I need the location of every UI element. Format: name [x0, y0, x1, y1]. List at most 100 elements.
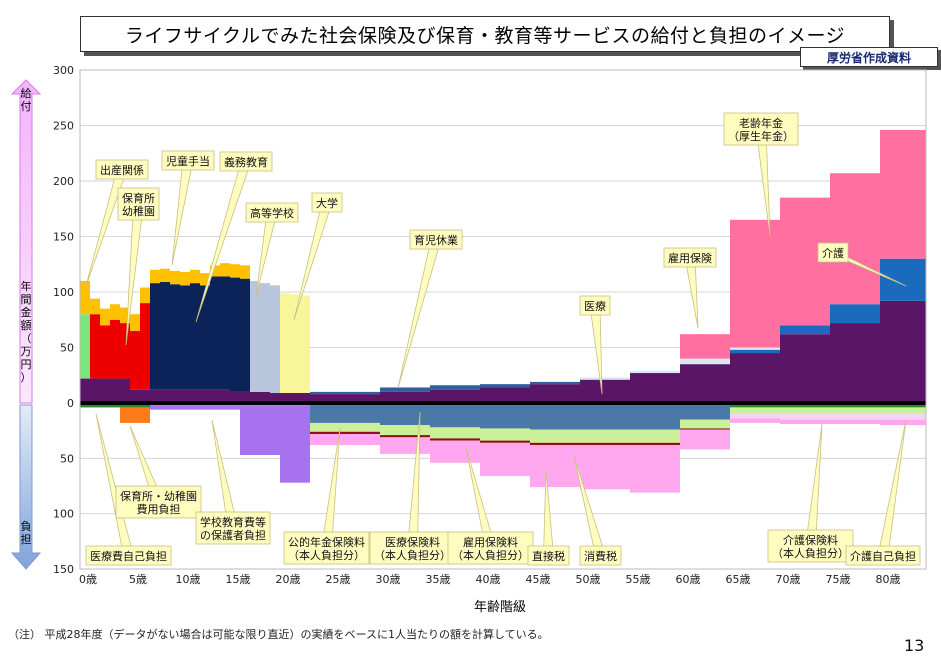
- callout-box: [447, 531, 534, 565]
- band-employment: [680, 358, 730, 365]
- bar-medical: [280, 393, 290, 403]
- burden-pension-premium: [430, 403, 480, 428]
- callout-label: （厚生年金）: [728, 129, 794, 143]
- callout-label: 介護自己負担: [850, 549, 916, 563]
- callout-pointer: [85, 169, 128, 287]
- callout-label: （本人負担分）: [374, 548, 451, 562]
- callout-box: [245, 202, 299, 223]
- benefit-arrow: [10, 79, 42, 404]
- burden-care-copay: [780, 403, 830, 408]
- bar-medical: [260, 391, 270, 403]
- burden-employment-premium: [430, 438, 480, 441]
- burden-direct-tax: [680, 429, 730, 450]
- callout-parental-leave: 育児休業: [397, 229, 463, 389]
- bar-child-allowance: [110, 304, 120, 320]
- callout-medical-premium: 医療保険料（本人負担分）: [369, 411, 456, 565]
- x-tick-label: 0歳: [79, 573, 97, 586]
- callout-box: [117, 187, 160, 221]
- burden-direct-tax: [780, 419, 830, 425]
- bar-child-allowance: [220, 263, 230, 277]
- bar-child-allowance: [120, 307, 130, 324]
- bar-child-allowance: [100, 308, 110, 326]
- x-tick-label: 70歳: [776, 573, 801, 586]
- callout-label: 介護: [822, 246, 844, 260]
- callout-label: （本人負担分）: [452, 548, 529, 562]
- burden-medical-premium: [630, 429, 680, 443]
- x-tick-label: 50歳: [576, 573, 601, 586]
- bar-compulsory-edu: [220, 276, 230, 390]
- callout-label: 直接税: [532, 549, 565, 563]
- callout-box: [85, 545, 172, 566]
- band-pension: [730, 219, 780, 348]
- band-medical: [730, 353, 780, 403]
- band-employment: [630, 370, 680, 374]
- bar-university: [300, 295, 310, 394]
- bar-medical: [270, 393, 280, 403]
- x-tick-label: 15歳: [226, 573, 251, 586]
- band-pension: [880, 129, 926, 259]
- callout-consumption-tax: 消費税: [573, 455, 622, 566]
- burden-employment-premium: [480, 440, 530, 443]
- burden-direct-tax: [380, 437, 430, 454]
- callout-employment-premium: 雇用保険料（本人負担分）: [447, 447, 534, 565]
- bar-child-allowance: [130, 314, 140, 331]
- burden-care-premium: [880, 414, 926, 420]
- band-medical: [480, 387, 530, 403]
- band-medical: [430, 389, 480, 403]
- callout-direct-tax: 直接税: [527, 469, 570, 566]
- band-parental-leave: [530, 381, 580, 385]
- burden-care-premium: [780, 414, 830, 420]
- burden-medical-premium: [380, 425, 430, 436]
- callout-label: 介護保険料: [783, 533, 838, 547]
- callout-box: [161, 150, 215, 171]
- bar-university: [290, 294, 300, 394]
- burden-employment-premium: [530, 442, 580, 446]
- axes: 300 250 200 150 100 50 0 50 100 150 0歳 5歳 10歳 15歳 20歳 2…: [53, 64, 927, 586]
- callout-university: 大学: [293, 192, 343, 321]
- bar-high-school: [250, 280, 260, 392]
- burden-pension-premium: [680, 403, 730, 420]
- callout-child-allowance: 児童手当: [161, 150, 215, 266]
- burden-care-copay: [880, 403, 926, 408]
- burden-school-fee: [240, 405, 280, 456]
- burden-direct-tax: [730, 418, 780, 423]
- bar-compulsory-edu: [170, 284, 180, 390]
- band-employment: [580, 377, 630, 380]
- x-tick-label: 30歳: [376, 573, 401, 586]
- bar-child-allowance: [140, 287, 150, 304]
- bar-medical: [230, 391, 240, 403]
- bar-nursery: [90, 314, 100, 379]
- burden-medical-premium: [530, 429, 580, 443]
- bar-medical: [240, 391, 250, 403]
- callout-box: [369, 531, 456, 565]
- burden-pension-premium: [580, 403, 630, 430]
- bar-nursery: [130, 330, 140, 390]
- callout-label: 保育所・幼稚園: [120, 489, 197, 503]
- bar-medical: [290, 393, 300, 403]
- x-tick-label: 80歳: [876, 573, 901, 586]
- x-tick-label: 20歳: [276, 573, 301, 586]
- callout-box: [579, 295, 611, 316]
- burden-medical-premium: [430, 427, 480, 439]
- callout-label: 医療保険料: [385, 535, 440, 549]
- burden-care-premium: [830, 414, 880, 420]
- callout-label: 育児休業: [414, 233, 458, 247]
- callout-label: 大学: [316, 196, 338, 210]
- burden-pension-premium: [530, 403, 580, 430]
- bar-medical: [120, 378, 130, 403]
- burden-medical-premium: [680, 419, 730, 429]
- x-tick-label: 65歳: [726, 573, 751, 586]
- bar-medical: [90, 378, 100, 403]
- page-title: ライフサイクルでみた社会保険及び保育・教育等サービスの給付と負担のイメージ: [80, 16, 890, 52]
- bar-medical: [180, 389, 190, 403]
- x-tick-label: 55歳: [626, 573, 651, 586]
- bar-compulsory-edu: [210, 276, 220, 390]
- band-pension: [680, 334, 730, 359]
- callout-label: 学校教育費等: [200, 515, 266, 529]
- y-tick-label: 250: [53, 120, 74, 133]
- callout-employment: 雇用保険: [663, 247, 717, 329]
- bar-compulsory-edu: [230, 277, 240, 392]
- bar-compulsory-edu: [180, 285, 190, 390]
